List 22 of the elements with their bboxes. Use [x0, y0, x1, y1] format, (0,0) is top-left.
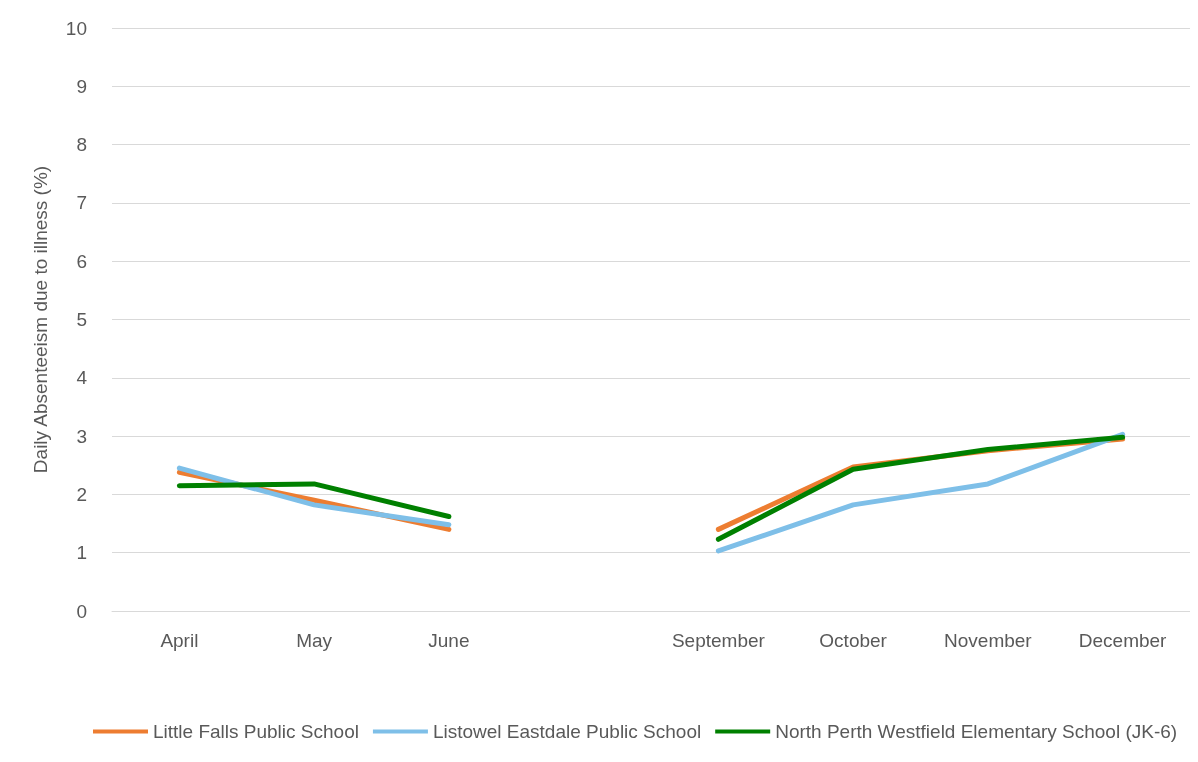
y-tick-label: 8 — [76, 134, 87, 156]
y-tick-label: 2 — [76, 483, 87, 505]
y-tick-label: 10 — [65, 17, 87, 39]
y-tick-label: 5 — [76, 309, 87, 330]
x-tick-label: April — [160, 630, 199, 651]
y-tick-label: 7 — [76, 192, 87, 214]
y-tick-label: 9 — [76, 75, 87, 97]
y-tick-label: 1 — [76, 542, 87, 564]
y-tick-label: 3 — [76, 425, 87, 447]
legend-label: Listowel Eastdale Public School — [432, 721, 702, 742]
y-tick-label: 4 — [76, 367, 88, 389]
x-tick-label: October — [819, 630, 888, 651]
y-axis-title: Daily Absenteeism due to illness (%) — [30, 165, 51, 474]
y-tick-label: 6 — [76, 250, 87, 272]
x-tick-label: May — [296, 630, 333, 651]
x-tick-label: December — [1078, 630, 1168, 651]
legend-label: North Perth Westfield Elementary School (JK-6) — [775, 721, 1178, 742]
y-tick-label: 0 — [76, 600, 87, 622]
x-tick-label: June — [428, 630, 470, 651]
x-tick-label: September — [671, 630, 766, 651]
legend-label: Little Falls Public School — [153, 721, 359, 742]
x-tick-label: November — [944, 630, 1033, 651]
